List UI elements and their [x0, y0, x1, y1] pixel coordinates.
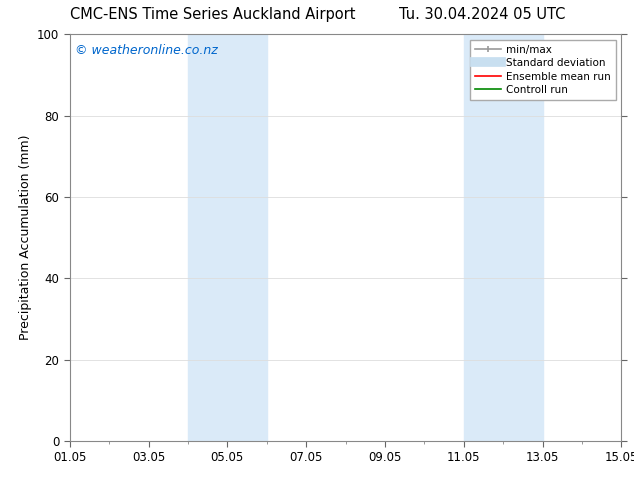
Bar — [188, 34, 267, 441]
Text: Tu. 30.04.2024 05 UTC: Tu. 30.04.2024 05 UTC — [399, 7, 566, 22]
Bar — [463, 34, 543, 441]
Y-axis label: Precipitation Accumulation (mm): Precipitation Accumulation (mm) — [18, 135, 32, 341]
Legend: min/max, Standard deviation, Ensemble mean run, Controll run: min/max, Standard deviation, Ensemble me… — [470, 40, 616, 100]
Text: © weatheronline.co.nz: © weatheronline.co.nz — [75, 45, 218, 57]
Text: CMC-ENS Time Series Auckland Airport: CMC-ENS Time Series Auckland Airport — [70, 7, 355, 22]
